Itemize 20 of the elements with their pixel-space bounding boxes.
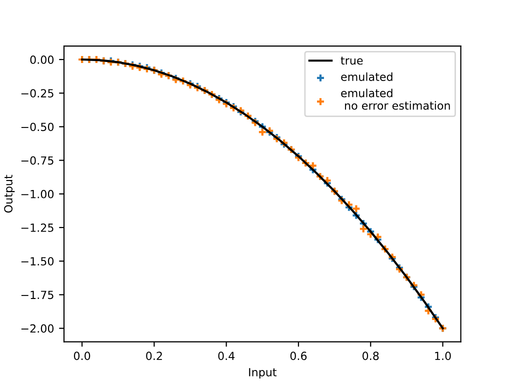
y-tick-label: −1.50 — [21, 257, 54, 266]
y-tick-label: −1.25 — [21, 223, 54, 232]
x-tick-label: 1.0 — [435, 352, 451, 360]
x-axis-title: Input — [249, 368, 277, 379]
y-tick-label: −0.50 — [21, 122, 54, 132]
legend-label: emulated no error estimation — [341, 88, 450, 110]
y-tick-label: 0.00 — [30, 55, 54, 64]
y-tick-label: −0.25 — [21, 89, 54, 98]
y-tick-label: −1.00 — [21, 190, 54, 198]
y-tick-label: −0.75 — [21, 156, 54, 165]
legend-label: true — [340, 56, 363, 65]
x-tick-label: 0.0 — [74, 352, 90, 360]
x-tick-label: 0.2 — [146, 352, 162, 360]
y-axis-title: Output — [4, 174, 15, 213]
y-tick-label: −1.75 — [21, 290, 54, 300]
x-tick-label: 0.8 — [362, 352, 379, 360]
y-tick-label: −2.00 — [21, 324, 54, 333]
legend-label: emulated — [341, 72, 392, 81]
x-tick-label: 0.6 — [290, 352, 307, 360]
x-tick-label: 0.4 — [218, 352, 235, 360]
